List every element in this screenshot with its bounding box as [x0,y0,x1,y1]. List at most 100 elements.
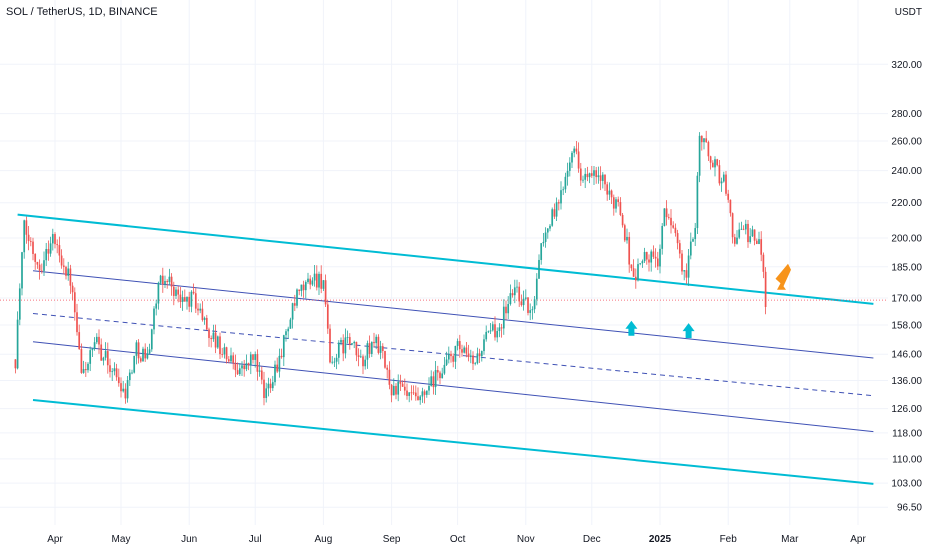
time-axis[interactable]: Apr May Jun Jul Aug Sep Oct Nov Dec 2025 Feb Mar Apr [47,534,866,545]
candle[interactable] [566,162,569,186]
candle[interactable] [571,151,573,169]
candle[interactable] [111,368,114,382]
candle[interactable] [62,258,65,275]
candle[interactable] [511,289,514,298]
candle[interactable] [366,340,369,369]
candle[interactable] [177,285,180,303]
candle[interactable] [93,337,96,351]
candle[interactable] [582,175,584,183]
candle[interactable] [742,225,745,231]
candle[interactable] [34,253,37,270]
candle[interactable] [353,340,356,349]
candle[interactable] [478,348,481,363]
candle[interactable] [51,228,54,251]
candle[interactable] [568,157,571,177]
candle[interactable] [267,377,270,397]
candle[interactable] [425,390,428,398]
candle[interactable] [146,346,149,360]
candle[interactable] [590,165,593,178]
candle[interactable] [285,328,287,342]
candle[interactable] [274,360,276,386]
candle[interactable] [527,296,529,316]
candle[interactable] [245,354,248,372]
candle[interactable] [465,342,468,358]
candle[interactable] [329,324,331,364]
candle[interactable] [282,334,285,367]
candle[interactable] [736,230,738,245]
candle[interactable] [203,316,206,325]
candle[interactable] [379,340,382,360]
candle[interactable] [390,383,393,403]
candle[interactable] [128,369,131,386]
candle[interactable] [665,200,668,226]
candle[interactable] [131,369,133,375]
candle[interactable] [401,380,404,387]
candle[interactable] [700,135,703,151]
candle[interactable] [278,348,281,378]
candle[interactable] [577,142,580,173]
candle[interactable] [293,294,296,312]
candle[interactable] [672,221,675,229]
regression-channel[interactable] [17,213,874,485]
candle[interactable] [650,249,653,272]
candle[interactable] [399,374,402,392]
candle[interactable] [469,349,472,364]
candle[interactable] [573,146,576,158]
candle[interactable] [560,181,562,210]
candle[interactable] [377,334,380,355]
candle[interactable] [410,385,413,401]
candle[interactable] [764,267,767,315]
candle[interactable] [450,350,452,363]
candle[interactable] [67,261,70,281]
candle[interactable] [69,264,72,294]
candle[interactable] [500,323,503,338]
candle[interactable] [104,342,107,361]
candle[interactable] [557,199,560,211]
candle[interactable] [234,354,237,378]
candle[interactable] [102,356,105,366]
candle[interactable] [498,323,501,338]
candle[interactable] [95,333,98,345]
candle[interactable] [480,350,483,362]
candle[interactable] [269,378,272,393]
candle[interactable] [252,354,254,364]
candle[interactable] [718,159,721,186]
candle[interactable] [249,351,252,375]
candle[interactable] [395,383,397,400]
candle[interactable] [674,223,677,237]
candle[interactable] [423,389,426,404]
candle[interactable] [311,277,314,287]
candle[interactable] [496,327,499,343]
candle[interactable] [755,238,758,245]
candle[interactable] [670,209,672,234]
candle[interactable] [507,296,510,320]
candle[interactable] [232,352,235,370]
candle[interactable] [676,229,679,250]
candle[interactable] [201,301,204,322]
candle[interactable] [322,279,325,291]
candle[interactable] [747,219,749,248]
candle[interactable] [463,345,466,354]
candle[interactable] [542,233,545,247]
candle[interactable] [124,383,127,404]
candle[interactable] [106,342,109,374]
candle[interactable] [172,281,175,306]
candle[interactable] [153,306,155,335]
candle[interactable] [139,356,142,363]
candle[interactable] [604,174,606,191]
candle[interactable] [533,296,536,314]
candle[interactable] [458,334,461,358]
candle[interactable] [181,290,184,311]
candle[interactable] [375,334,378,350]
candle[interactable] [32,237,34,261]
candle[interactable] [623,223,626,243]
candle[interactable] [733,233,736,247]
candle[interactable] [348,333,351,350]
candle[interactable] [707,140,710,161]
candle[interactable] [720,177,723,192]
candle[interactable] [586,166,589,182]
candle[interactable] [654,248,657,268]
candle[interactable] [608,182,611,201]
candle[interactable] [254,351,257,368]
candle[interactable] [258,361,261,377]
